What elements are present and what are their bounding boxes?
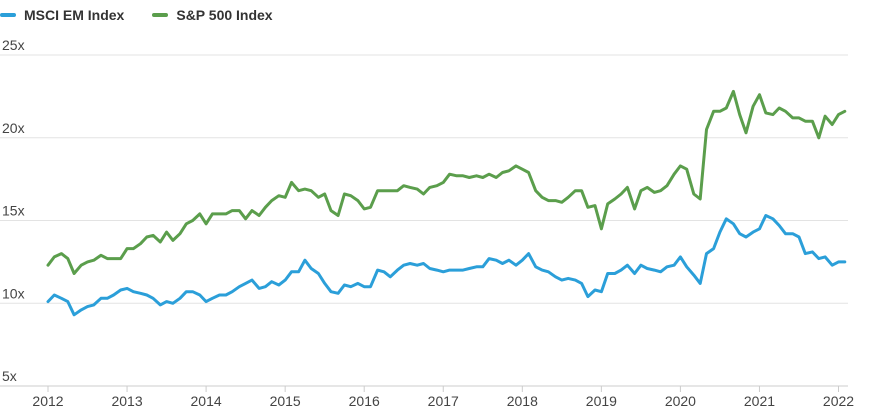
series-line-msci-em bbox=[46, 214, 847, 317]
legend-item-msci[interactable]: MSCI EM Index bbox=[0, 7, 124, 23]
y-axis-ticks: 5x 10x 15x 20x 25x bbox=[2, 37, 25, 384]
chart-legend: MSCI EM Index S&P 500 Index bbox=[0, 7, 273, 23]
x-tick-label: 2022 bbox=[823, 393, 854, 409]
series-lines bbox=[46, 89, 847, 317]
legend-swatch-sp500 bbox=[152, 13, 169, 17]
x-tick-label: 2019 bbox=[586, 393, 617, 409]
x-tick-label: 2014 bbox=[191, 393, 222, 409]
legend-item-sp500[interactable]: S&P 500 Index bbox=[152, 7, 273, 23]
x-tick-label: 2016 bbox=[349, 393, 380, 409]
x-tick-label: 2018 bbox=[507, 393, 538, 409]
y-tick-label: 25x bbox=[2, 37, 25, 53]
x-tick-label: 2017 bbox=[428, 393, 459, 409]
x-tick-label: 2021 bbox=[744, 393, 775, 409]
legend-swatch-msci bbox=[0, 13, 16, 17]
y-tick-label: 5x bbox=[2, 368, 17, 384]
x-tick-label: 2012 bbox=[32, 393, 63, 409]
grid-lines bbox=[0, 54, 848, 304]
x-axis: 2012 2013 2014 2015 2016 2017 2018 2019 2020 2021… bbox=[0, 385, 854, 409]
y-tick-label: 10x bbox=[2, 285, 25, 301]
y-tick-label: 15x bbox=[2, 203, 25, 219]
legend-label-msci: MSCI EM Index bbox=[24, 7, 125, 23]
legend-label-sp500: S&P 500 Index bbox=[176, 7, 273, 23]
x-tick-label: 2020 bbox=[665, 393, 696, 409]
y-tick-label: 20x bbox=[2, 120, 25, 136]
x-tick-label: 2013 bbox=[111, 393, 142, 409]
series-line-sp500 bbox=[46, 89, 847, 275]
x-tick-label: 2015 bbox=[270, 393, 301, 409]
